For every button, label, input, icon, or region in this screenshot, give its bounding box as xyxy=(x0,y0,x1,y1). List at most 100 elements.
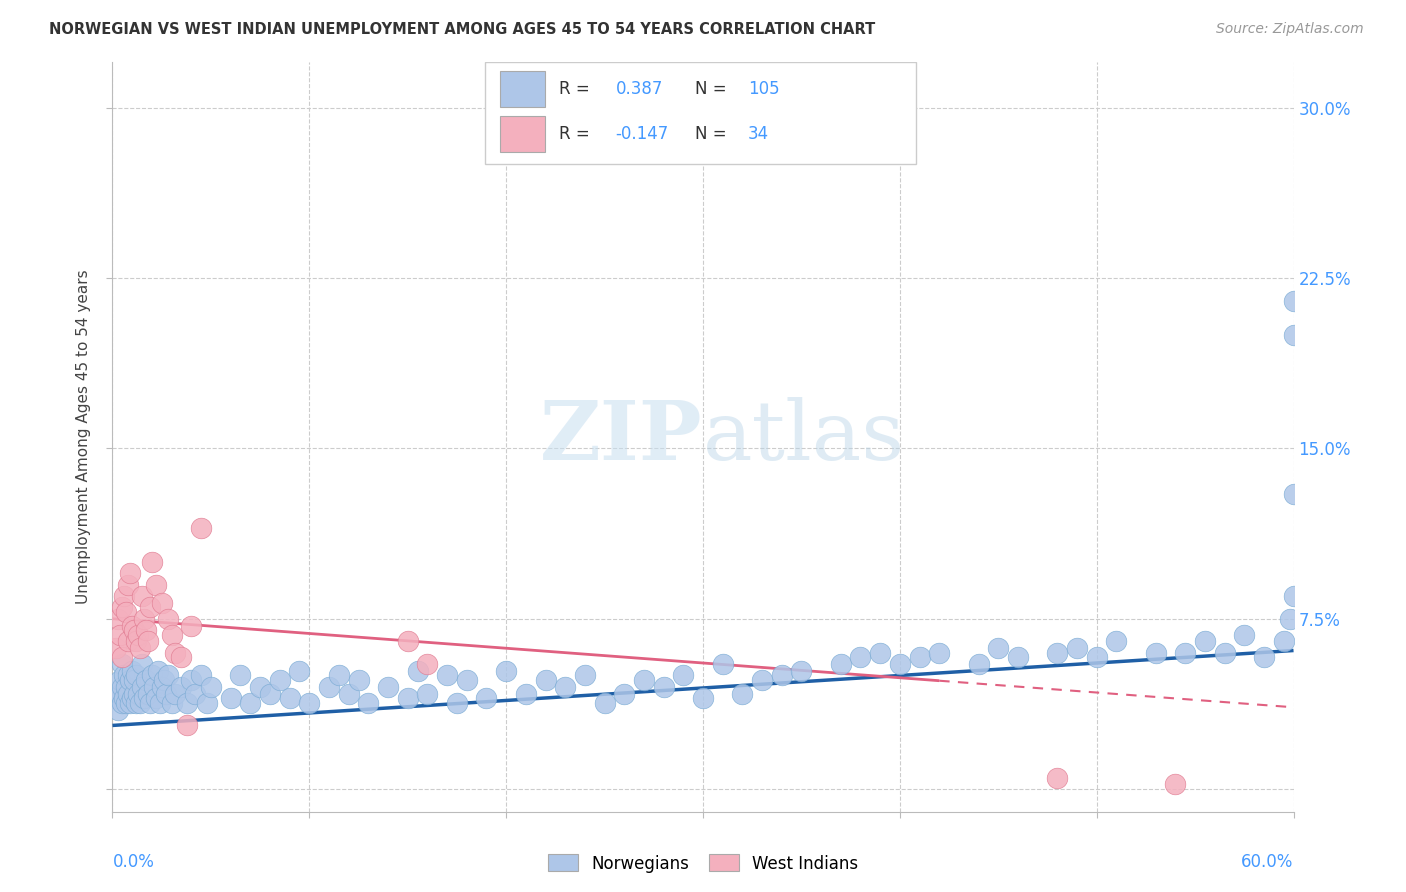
Point xyxy=(131,680,153,694)
Legend: Norwegians, West Indians: Norwegians, West Indians xyxy=(541,847,865,880)
Point xyxy=(184,687,207,701)
Point xyxy=(446,696,468,710)
Point xyxy=(156,612,179,626)
Point xyxy=(1282,589,1305,603)
Point xyxy=(613,687,636,701)
Point xyxy=(1282,327,1305,342)
Point xyxy=(120,673,142,687)
Point xyxy=(107,612,129,626)
Text: N =: N = xyxy=(695,80,731,98)
Point xyxy=(1085,650,1108,665)
Point xyxy=(1272,634,1295,648)
Point xyxy=(849,650,872,665)
Point xyxy=(145,691,167,706)
Y-axis label: Unemployment Among Ages 45 to 54 years: Unemployment Among Ages 45 to 54 years xyxy=(76,269,91,605)
Point xyxy=(190,521,212,535)
Point xyxy=(121,618,143,632)
FancyBboxPatch shape xyxy=(485,62,915,163)
Point xyxy=(239,696,262,710)
Point xyxy=(318,680,340,694)
Point xyxy=(249,680,271,694)
Point xyxy=(136,634,159,648)
Point xyxy=(515,687,537,701)
Point xyxy=(156,668,179,682)
Point xyxy=(1174,646,1197,660)
FancyBboxPatch shape xyxy=(501,71,544,107)
Text: N =: N = xyxy=(695,126,731,144)
Point xyxy=(139,696,162,710)
Text: 105: 105 xyxy=(748,80,779,98)
Point xyxy=(456,673,478,687)
Text: 0.387: 0.387 xyxy=(616,80,664,98)
Point xyxy=(200,680,222,694)
Point xyxy=(112,668,135,682)
Point xyxy=(115,605,138,619)
Point xyxy=(125,634,148,648)
Point xyxy=(830,657,852,672)
Text: -0.147: -0.147 xyxy=(616,126,669,144)
Point xyxy=(633,673,655,687)
Point xyxy=(1164,777,1187,791)
Point xyxy=(1046,646,1069,660)
Point xyxy=(554,680,576,694)
Point xyxy=(111,650,134,665)
Point xyxy=(127,687,149,701)
Point xyxy=(165,646,187,660)
Point xyxy=(105,691,128,706)
Point xyxy=(298,696,321,710)
Point xyxy=(908,650,931,665)
Point xyxy=(145,577,167,591)
Point xyxy=(1194,634,1216,648)
Point xyxy=(652,680,675,694)
Point xyxy=(121,691,143,706)
Point xyxy=(1144,646,1167,660)
Point xyxy=(928,646,950,660)
Point xyxy=(534,673,557,687)
Point xyxy=(1253,650,1275,665)
Point xyxy=(111,696,134,710)
Point xyxy=(135,673,157,687)
Point xyxy=(170,650,193,665)
Point xyxy=(259,687,281,701)
Point xyxy=(132,691,155,706)
Point xyxy=(170,680,193,694)
Point xyxy=(149,696,172,710)
Point xyxy=(396,691,419,706)
Point xyxy=(120,566,142,581)
Text: 0.0%: 0.0% xyxy=(112,853,155,871)
Point xyxy=(127,627,149,641)
Point xyxy=(1046,771,1069,785)
Point xyxy=(278,691,301,706)
Point xyxy=(869,646,891,660)
Point xyxy=(141,668,163,682)
Point xyxy=(190,668,212,682)
Point xyxy=(110,687,132,701)
FancyBboxPatch shape xyxy=(501,116,544,153)
Point xyxy=(180,673,202,687)
Point xyxy=(132,612,155,626)
Point xyxy=(711,657,734,672)
Point xyxy=(731,687,754,701)
Text: R =: R = xyxy=(560,80,595,98)
Point xyxy=(1066,641,1088,656)
Point xyxy=(125,696,148,710)
Point xyxy=(1278,612,1301,626)
Point xyxy=(122,687,145,701)
Point xyxy=(115,680,138,694)
Point xyxy=(160,696,183,710)
Point xyxy=(1007,650,1029,665)
Point xyxy=(122,623,145,637)
Point xyxy=(495,664,517,678)
Point xyxy=(129,696,152,710)
Point xyxy=(112,589,135,603)
Point xyxy=(150,596,173,610)
Point xyxy=(337,687,360,701)
Point xyxy=(165,687,187,701)
Point xyxy=(139,600,162,615)
Point xyxy=(105,641,128,656)
Point xyxy=(176,696,198,710)
Point xyxy=(120,696,142,710)
Point xyxy=(672,668,695,682)
Point xyxy=(180,618,202,632)
Point xyxy=(574,668,596,682)
